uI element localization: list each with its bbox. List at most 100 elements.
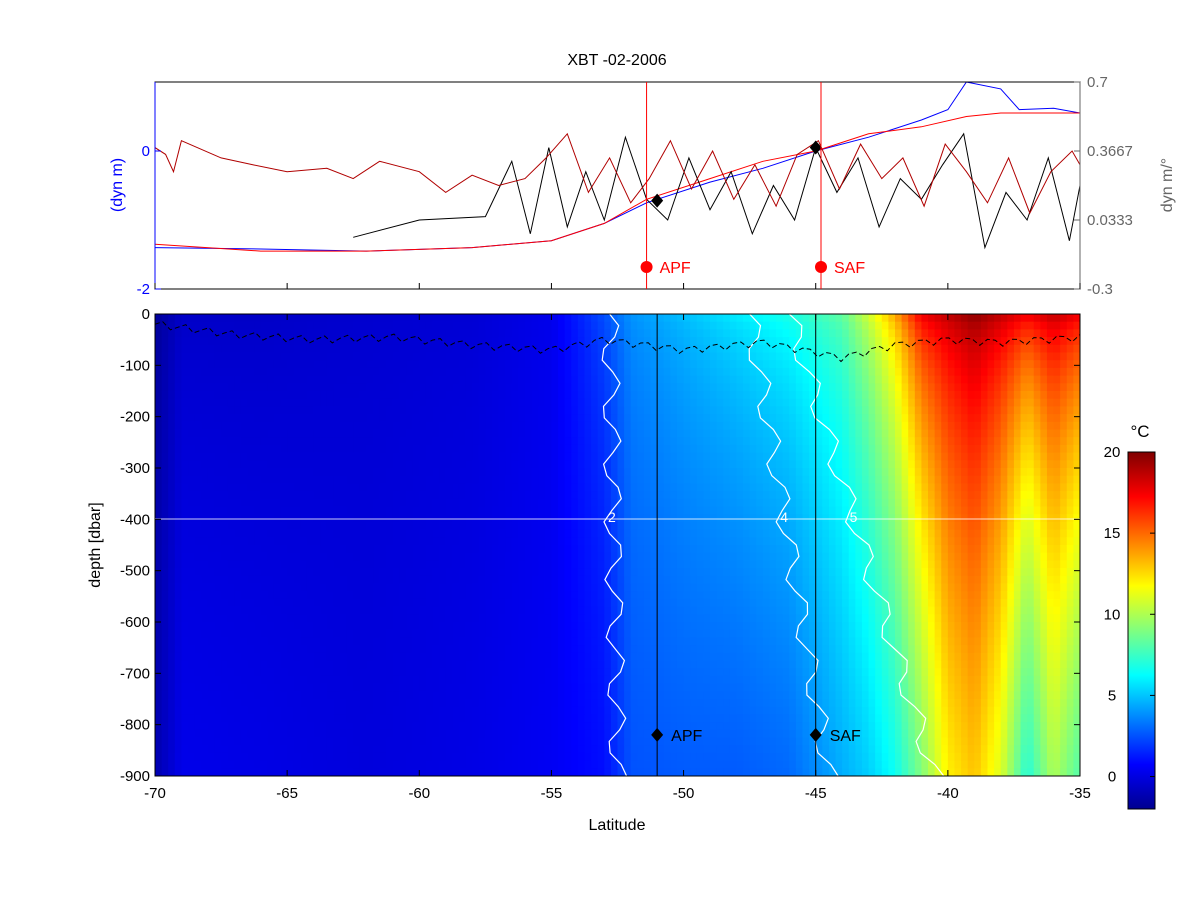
heatmap-cell [287, 460, 295, 469]
heatmap-cell [320, 706, 328, 715]
heatmap-cell [458, 421, 467, 431]
heatmap-cell [485, 683, 493, 692]
heatmap-cell [643, 391, 652, 400]
heatmap-cell [379, 514, 387, 523]
heatmap-cell [531, 660, 539, 669]
heatmap-cell [247, 714, 255, 723]
heatmap-cell [676, 475, 685, 484]
heatmap-cell [306, 729, 315, 739]
heatmap-cell [280, 475, 288, 484]
heatmap-cell [604, 460, 612, 469]
heatmap-cell [663, 421, 671, 431]
heatmap-cell [604, 344, 612, 354]
heatmap-cell [478, 768, 486, 776]
heatmap-cell [637, 645, 645, 654]
heatmap-cell [353, 360, 361, 369]
heatmap-cell [188, 737, 196, 746]
heatmap-cell [188, 360, 196, 369]
heatmap-cell [630, 383, 638, 392]
heatmap-cell [683, 606, 691, 615]
heatmap-cell [207, 568, 216, 577]
heatmap-cell [247, 575, 255, 585]
heatmap-cell [610, 691, 619, 700]
heatmap-cell [485, 521, 493, 531]
heatmap-cell [643, 468, 652, 477]
heatmap-cell [551, 360, 559, 369]
heatmap-cell [683, 699, 691, 708]
heatmap-cell [366, 637, 374, 646]
heatmap-cell [676, 521, 685, 531]
heatmap-cell [478, 429, 486, 438]
heatmap-cell [392, 714, 401, 723]
heatmap-cell [293, 506, 301, 515]
heatmap-cell [273, 521, 282, 531]
heatmap-cell [551, 691, 559, 700]
heatmap-cell [676, 537, 685, 546]
heatmap-cell [478, 583, 486, 592]
heatmap-cell [485, 675, 493, 685]
heatmap-cell [168, 398, 176, 407]
heatmap-cell [333, 598, 341, 608]
heatmap-cell [340, 668, 348, 677]
heatmap-cell [412, 760, 420, 769]
heatmap-cell [260, 699, 268, 708]
heatmap-cell [227, 452, 235, 461]
heatmap-cell [207, 398, 216, 407]
heatmap-cell [240, 314, 249, 323]
heatmap-cell [300, 691, 308, 700]
heatmap-cell [353, 729, 361, 739]
heatmap-cell [300, 683, 308, 692]
heatmap-cell [313, 645, 321, 654]
heatmap-cell [439, 760, 447, 769]
heatmap-cell [597, 491, 605, 500]
heatmap-cell [293, 729, 301, 739]
heatmap-cell [498, 529, 506, 538]
heatmap-cell [465, 706, 473, 715]
heatmap-cell [525, 360, 533, 369]
heatmap-cell [650, 722, 658, 731]
heatmap-cell [293, 337, 301, 346]
heatmap-cell [386, 529, 394, 538]
heatmap-cell [676, 529, 685, 538]
heatmap-cell [412, 668, 420, 677]
heatmap-cell [333, 398, 341, 407]
heatmap-cell [346, 398, 354, 407]
heatmap-cell [155, 568, 163, 577]
heatmap-cell [406, 637, 414, 646]
heatmap-cell [511, 545, 519, 554]
heatmap-cell [346, 706, 354, 715]
heatmap-cell [260, 406, 268, 415]
heatmap-cell [260, 752, 268, 762]
heatmap-cell [267, 537, 275, 546]
heatmap-cell [577, 637, 586, 646]
heatmap-cell [531, 768, 539, 776]
heatmap-cell [419, 437, 427, 446]
heatmap-cell [544, 614, 553, 623]
heatmap-cell [267, 352, 275, 361]
heatmap-cell [214, 737, 222, 746]
heatmap-cell [293, 452, 301, 461]
heatmap-cell [155, 337, 163, 346]
heatmap-cell [406, 321, 414, 330]
heatmap-cell [478, 537, 486, 546]
heatmap-cell [657, 537, 665, 546]
heatmap-cell [584, 329, 592, 338]
heatmap-cell [386, 668, 394, 677]
heatmap-cell [181, 568, 189, 577]
heatmap-cell [234, 637, 242, 646]
heatmap-cell [227, 752, 235, 762]
heatmap-cell [221, 383, 229, 392]
heatmap-cell [624, 352, 632, 361]
heatmap-cell [452, 314, 460, 323]
heatmap-cell [379, 668, 387, 677]
heatmap-cell [168, 629, 176, 638]
heatmap-cell [571, 545, 579, 554]
heatmap-cell [412, 645, 420, 654]
heatmap-cell [188, 498, 196, 508]
heatmap-cell [683, 737, 691, 746]
heatmap-cell [201, 622, 209, 631]
heatmap-cell [505, 452, 513, 461]
heatmap-cell [333, 745, 341, 754]
heatmap-cell [181, 391, 189, 400]
heatmap-cell [366, 414, 374, 423]
